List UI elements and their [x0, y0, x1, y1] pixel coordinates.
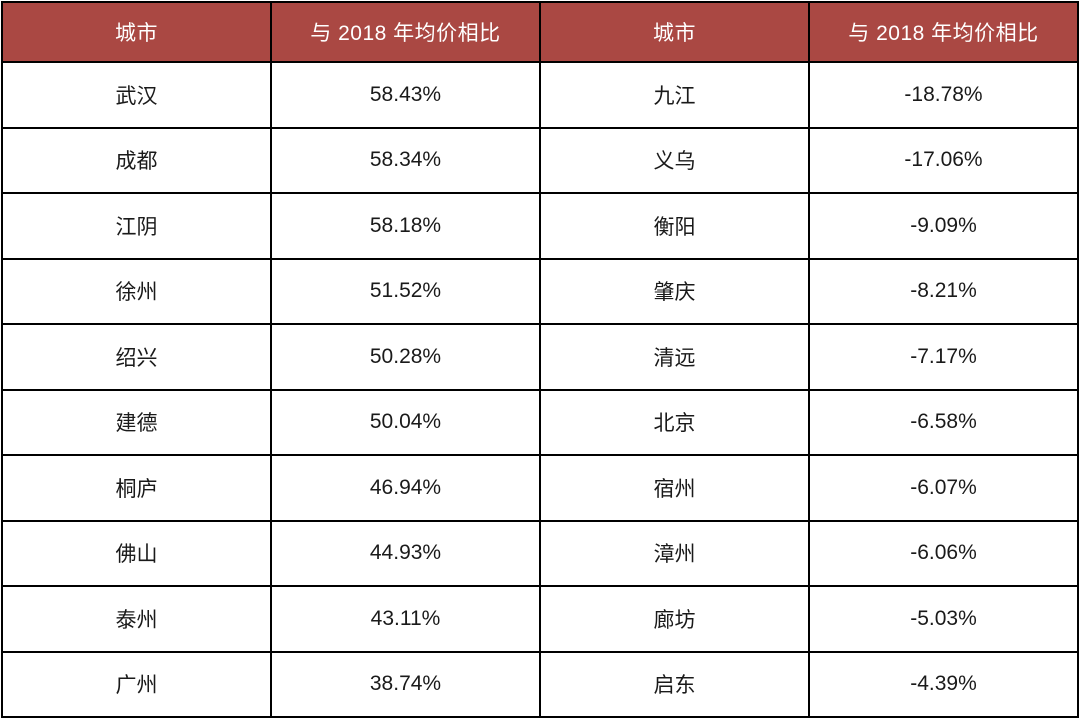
value-cell: -7.17%: [808, 323, 1079, 391]
city-cell: 徐州: [1, 257, 272, 325]
table-row: 佛山 44.93% 漳州 -6.06%: [1, 519, 1079, 587]
city-cell: 漳州: [539, 519, 810, 587]
value-cell: -17.06%: [808, 126, 1079, 194]
city-cell: 江阴: [1, 192, 272, 260]
city-cell: 泰州: [1, 585, 272, 653]
city-cell: 绍兴: [1, 323, 272, 391]
city-cell: 九江: [539, 61, 810, 129]
city-cell: 衡阳: [539, 192, 810, 260]
city-cell: 广州: [1, 650, 272, 718]
value-cell: -6.58%: [808, 388, 1079, 456]
value-cell: 58.34%: [270, 126, 541, 194]
value-cell: -8.21%: [808, 257, 1079, 325]
table-row: 江阴 58.18% 衡阳 -9.09%: [1, 192, 1079, 260]
table-row: 绍兴 50.28% 清远 -7.17%: [1, 323, 1079, 391]
column-header-change-left: 与 2018 年均价相比: [270, 1, 541, 63]
value-cell: -6.07%: [808, 454, 1079, 522]
value-cell: 51.52%: [270, 257, 541, 325]
city-cell: 肇庆: [539, 257, 810, 325]
value-cell: 58.43%: [270, 61, 541, 129]
value-cell: -6.06%: [808, 519, 1079, 587]
column-header-city-right: 城市: [539, 1, 810, 63]
city-cell: 廊坊: [539, 585, 810, 653]
value-cell: 50.28%: [270, 323, 541, 391]
city-cell: 启东: [539, 650, 810, 718]
city-cell: 北京: [539, 388, 810, 456]
column-header-change-right: 与 2018 年均价相比: [808, 1, 1079, 63]
table-header: 城市 与 2018 年均价相比 城市 与 2018 年均价相比: [1, 1, 1079, 63]
header-row: 城市 与 2018 年均价相比 城市 与 2018 年均价相比: [1, 1, 1079, 63]
value-cell: -5.03%: [808, 585, 1079, 653]
city-cell: 清远: [539, 323, 810, 391]
table-row: 建德 50.04% 北京 -6.58%: [1, 388, 1079, 456]
city-cell: 义乌: [539, 126, 810, 194]
table-row: 泰州 43.11% 廊坊 -5.03%: [1, 585, 1079, 653]
value-cell: 38.74%: [270, 650, 541, 718]
city-cell: 建德: [1, 388, 272, 456]
value-cell: 44.93%: [270, 519, 541, 587]
value-cell: -9.09%: [808, 192, 1079, 260]
value-cell: 46.94%: [270, 454, 541, 522]
value-cell: 50.04%: [270, 388, 541, 456]
table-row: 徐州 51.52% 肇庆 -8.21%: [1, 257, 1079, 325]
table-row: 广州 38.74% 启东 -4.39%: [1, 650, 1079, 718]
city-cell: 桐庐: [1, 454, 272, 522]
city-cell: 成都: [1, 126, 272, 194]
table-row: 桐庐 46.94% 宿州 -6.07%: [1, 454, 1079, 522]
table-body: 武汉 58.43% 九江 -18.78% 成都 58.34% 义乌 -17.06% 江阴 58.1…: [1, 61, 1079, 718]
value-cell: -4.39%: [808, 650, 1079, 718]
city-cell: 宿州: [539, 454, 810, 522]
city-cell: 武汉: [1, 61, 272, 129]
table-row: 成都 58.34% 义乌 -17.06%: [1, 126, 1079, 194]
table-row: 武汉 58.43% 九江 -18.78%: [1, 61, 1079, 129]
value-cell: 58.18%: [270, 192, 541, 260]
value-cell: -18.78%: [808, 61, 1079, 129]
column-header-city-left: 城市: [1, 1, 272, 63]
value-cell: 43.11%: [270, 585, 541, 653]
city-cell: 佛山: [1, 519, 272, 587]
